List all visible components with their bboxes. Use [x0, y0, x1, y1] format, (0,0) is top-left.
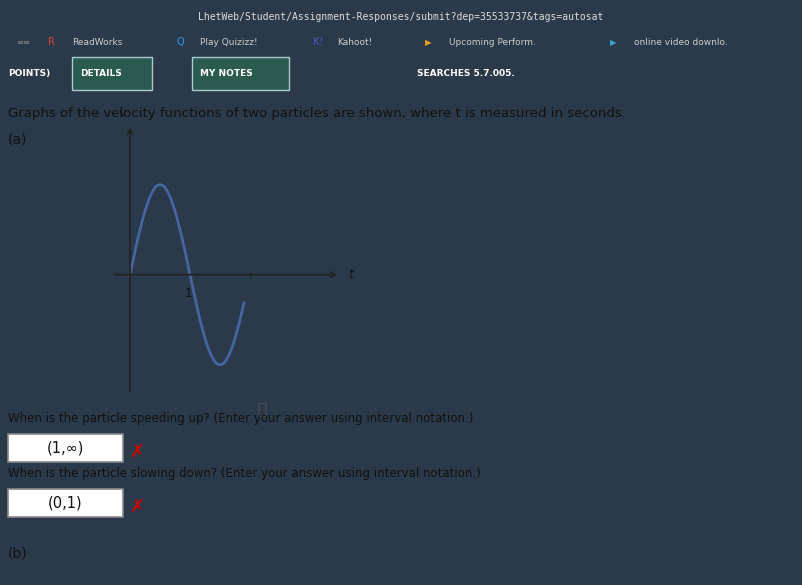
Text: LhetWeb/Student/Assignment-Responses/submit?dep=35533737&tags=autosat: LhetWeb/Student/Assignment-Responses/sub…	[198, 12, 604, 22]
Bar	[8, 434, 123, 462]
Text: Graphs of the velocity functions of two particles are shown, where t is measured: Graphs of the velocity functions of two …	[8, 106, 626, 119]
Text: MY NOTES: MY NOTES	[200, 68, 253, 78]
Text: ✗: ✗	[130, 498, 145, 516]
Text: t: t	[348, 268, 353, 281]
Text: (1,∞): (1,∞)	[47, 441, 83, 455]
Text: POINTS): POINTS)	[8, 68, 51, 78]
Text: v: v	[119, 106, 126, 119]
Text: (b): (b)	[8, 547, 28, 561]
Text: ▶: ▶	[610, 38, 616, 47]
Text: online video downlo.: online video downlo.	[634, 38, 727, 47]
Bar	[192, 57, 289, 90]
Text: Play Quizizz!: Play Quizizz!	[200, 38, 258, 47]
Text: (a): (a)	[8, 133, 27, 147]
Text: Kahoot!: Kahoot!	[337, 38, 372, 47]
Text: ▶: ▶	[425, 38, 431, 47]
Text: (0,1): (0,1)	[47, 495, 83, 511]
Text: ✗: ✗	[130, 443, 145, 461]
Text: Upcoming Perform.: Upcoming Perform.	[449, 38, 536, 47]
Bar	[8, 489, 123, 517]
Bar	[72, 57, 152, 90]
Text: Q: Q	[176, 37, 184, 47]
Text: ≡≡: ≡≡	[16, 38, 30, 47]
Text: 1: 1	[184, 287, 192, 300]
Text: K!: K!	[313, 37, 323, 47]
Text: SEARCHES 5.7.005.: SEARCHES 5.7.005.	[417, 68, 515, 78]
Text: When is the particle speeding up? (Enter your answer using interval notation.): When is the particle speeding up? (Enter…	[8, 412, 473, 425]
Text: R: R	[48, 37, 55, 47]
Text: ⓘ: ⓘ	[257, 402, 266, 417]
Text: When is the particle slowing down? (Enter your answer using interval notation.): When is the particle slowing down? (Ente…	[8, 467, 480, 480]
Text: DETAILS: DETAILS	[80, 68, 122, 78]
Text: ReadWorks: ReadWorks	[72, 38, 123, 47]
